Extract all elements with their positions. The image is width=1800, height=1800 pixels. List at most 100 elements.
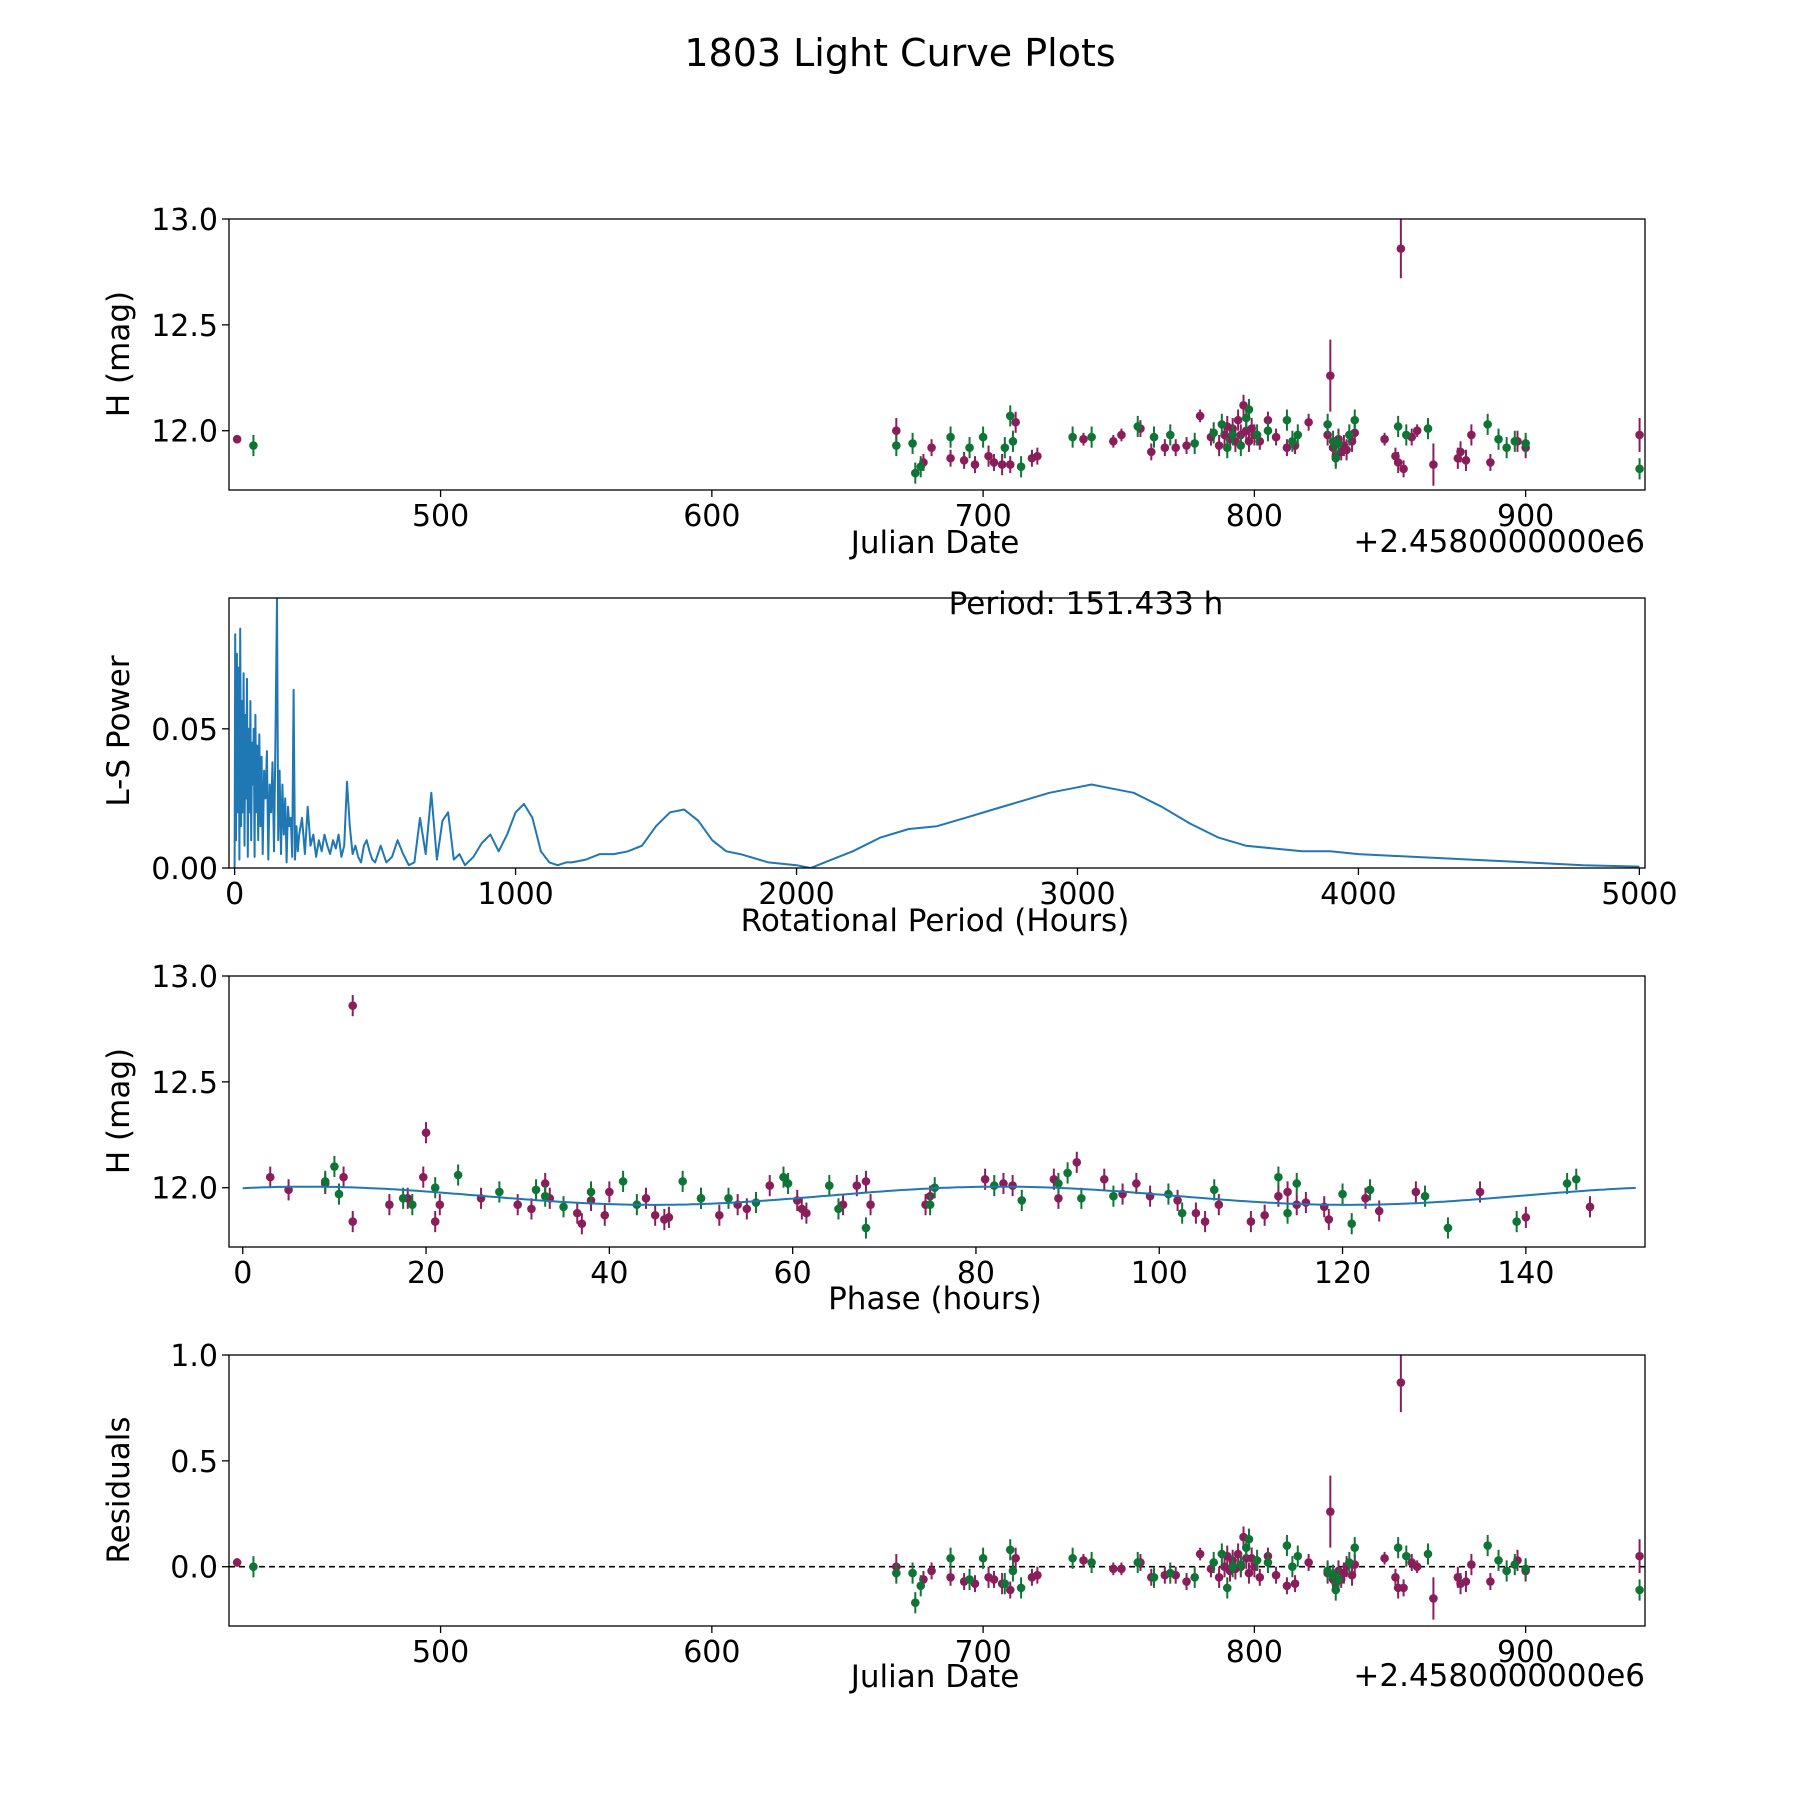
- residuals-point: [232, 1558, 242, 1567]
- residuals-point: [1209, 1558, 1218, 1567]
- lightcurve-point: [1263, 426, 1273, 436]
- lightcurve-point: [1214, 441, 1224, 450]
- lightcurve-point: [1016, 462, 1026, 472]
- lightcurve-point: [1222, 443, 1232, 452]
- lightcurve-point: [1429, 460, 1438, 469]
- residuals-point: [1290, 1579, 1300, 1588]
- lightcurve-point: [946, 432, 955, 442]
- residuals-point: [1350, 1543, 1360, 1552]
- lightcurve-point: [1412, 426, 1422, 436]
- lightcurve-point: [1486, 458, 1495, 467]
- figure-title: 1803 Light Curve Plots: [684, 31, 1115, 75]
- lightcurve-point: [1244, 405, 1254, 414]
- phased-point: [408, 1200, 417, 1209]
- phased-point: [925, 1200, 935, 1209]
- residuals-point: [1282, 1581, 1292, 1591]
- phased-point: [1301, 1198, 1311, 1207]
- phased-point: [1374, 1206, 1384, 1216]
- phased-y-tick-label: 12.0: [151, 1172, 218, 1207]
- phased-point: [641, 1194, 651, 1203]
- phased-point: [1260, 1210, 1269, 1220]
- phased-point: [1365, 1185, 1375, 1195]
- residuals-point: [989, 1575, 999, 1584]
- lightcurve-point: [1146, 447, 1156, 457]
- residuals-point: [1288, 1562, 1297, 1572]
- lightcurve-point: [1149, 432, 1159, 442]
- residuals-point: [1008, 1566, 1018, 1576]
- residuals-point: [1429, 1594, 1438, 1603]
- phased-point: [1283, 1208, 1292, 1218]
- residuals-xlabel: Julian Date: [849, 1659, 1020, 1695]
- residuals-y-tick-label: 1.0: [170, 1339, 218, 1374]
- periodogram-x-tick-label: 2000: [758, 877, 834, 912]
- lightcurve-point: [892, 441, 901, 450]
- lightcurve-point: [1079, 434, 1088, 444]
- residuals-point: [1494, 1556, 1503, 1565]
- phased-point: [1274, 1172, 1283, 1182]
- phased-point: [265, 1172, 275, 1182]
- phased-point: [742, 1204, 752, 1214]
- periodogram-series-line: [233, 598, 1640, 868]
- residuals-point: [1149, 1573, 1159, 1582]
- residuals-point: [1334, 1575, 1343, 1584]
- phased-point: [715, 1210, 724, 1220]
- residuals-point: [1079, 1556, 1088, 1565]
- residuals-point: [1016, 1583, 1026, 1593]
- phased-point: [1132, 1179, 1141, 1188]
- phased-point: [513, 1200, 522, 1209]
- lightcurve-point: [232, 434, 242, 444]
- lightcurve-point: [1282, 415, 1292, 425]
- phased-point: [1077, 1194, 1086, 1203]
- phased-point: [453, 1170, 463, 1180]
- residuals-point: [1000, 1579, 1010, 1588]
- phased-point: [1072, 1158, 1082, 1167]
- lightcurve-point: [1282, 443, 1292, 452]
- lightcurve-point: [908, 439, 917, 448]
- lightcurve-x-tick-label: 800: [1226, 499, 1283, 534]
- phased-point: [1347, 1219, 1357, 1229]
- periodogram-y-tick-label: 0.05: [151, 713, 218, 748]
- lightcurve-point: [1334, 439, 1343, 448]
- residuals-point: [1165, 1568, 1175, 1578]
- residuals-point: [1271, 1570, 1281, 1580]
- phased-point: [1562, 1179, 1572, 1188]
- lightcurve-point: [1171, 443, 1181, 452]
- residuals-point: [1182, 1577, 1191, 1586]
- phased-point: [320, 1177, 330, 1186]
- residuals-point: [1228, 1562, 1237, 1572]
- phased-point: [1475, 1187, 1485, 1197]
- phased-point: [334, 1189, 344, 1199]
- lightcurve-point: [1483, 420, 1492, 429]
- periodogram-ylabel: L-S Power: [101, 655, 137, 806]
- residuals-point: [1380, 1553, 1389, 1563]
- phased-point: [1063, 1168, 1072, 1178]
- lightcurve-point: [1380, 434, 1389, 444]
- lightcurve-point: [970, 460, 980, 469]
- lightcurve-point: [1494, 434, 1503, 444]
- lightcurve-point: [1117, 430, 1126, 440]
- residuals-point: [927, 1566, 936, 1576]
- lightcurve-point: [1510, 437, 1520, 446]
- residuals-x-tick-label: 500: [412, 1635, 469, 1670]
- phased-point: [696, 1194, 706, 1203]
- phased-point: [751, 1198, 761, 1207]
- phased-axes-frame: [228, 975, 1646, 1248]
- lightcurve-x-tick-label: 700: [954, 499, 1011, 534]
- lightcurve-point: [1000, 443, 1010, 452]
- residuals-point: [1345, 1558, 1354, 1567]
- residuals-point: [1412, 1562, 1422, 1572]
- phased-point: [430, 1183, 440, 1193]
- residuals-point: [1033, 1570, 1042, 1580]
- lightcurve-plot-area: [232, 219, 1644, 486]
- residuals-x-offset: +2.4580000000e6: [1353, 1658, 1645, 1694]
- lightcurve-point: [1635, 430, 1644, 440]
- lightcurve-axes-frame: [228, 218, 1646, 491]
- phased-point: [435, 1200, 445, 1209]
- lightcurve-point: [1502, 443, 1511, 452]
- lightcurve-x-tick-label: 900: [1497, 499, 1554, 534]
- residuals-point: [1222, 1583, 1232, 1593]
- lightcurve-point: [1068, 432, 1077, 442]
- residuals-x-tick-label: 900: [1497, 1635, 1554, 1670]
- periodogram-x-tick-label: 3000: [1039, 877, 1115, 912]
